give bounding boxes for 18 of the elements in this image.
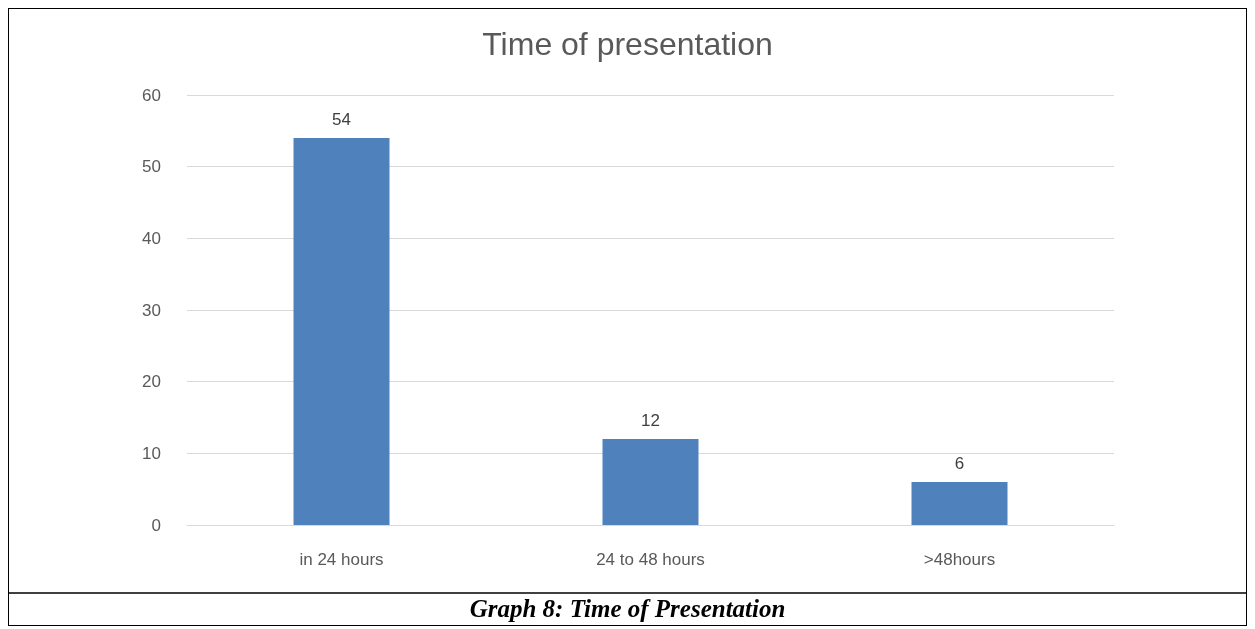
y-tick-label: 0 — [151, 515, 161, 535]
chart-title: Time of presentation — [482, 26, 773, 62]
y-tick-label: 10 — [142, 443, 161, 463]
y-tick-label: 40 — [142, 228, 161, 248]
x-tick-label: >48hours — [923, 550, 996, 569]
bar — [602, 439, 699, 525]
caption: Graph 8: Time of Presentation — [469, 595, 786, 622]
y-tick-label: 20 — [142, 372, 161, 392]
data-label: 6 — [954, 454, 965, 473]
bar — [911, 482, 1008, 525]
bar — [293, 138, 390, 525]
data-label: 54 — [332, 110, 351, 129]
y-tick-label: 60 — [142, 85, 161, 105]
x-tick-label: in 24 hours — [299, 550, 384, 569]
y-tick-label: 30 — [142, 300, 161, 320]
x-tick-label: 24 to 48 hours — [596, 550, 705, 569]
y-tick-label: 50 — [142, 157, 161, 177]
data-label: 12 — [641, 411, 660, 430]
